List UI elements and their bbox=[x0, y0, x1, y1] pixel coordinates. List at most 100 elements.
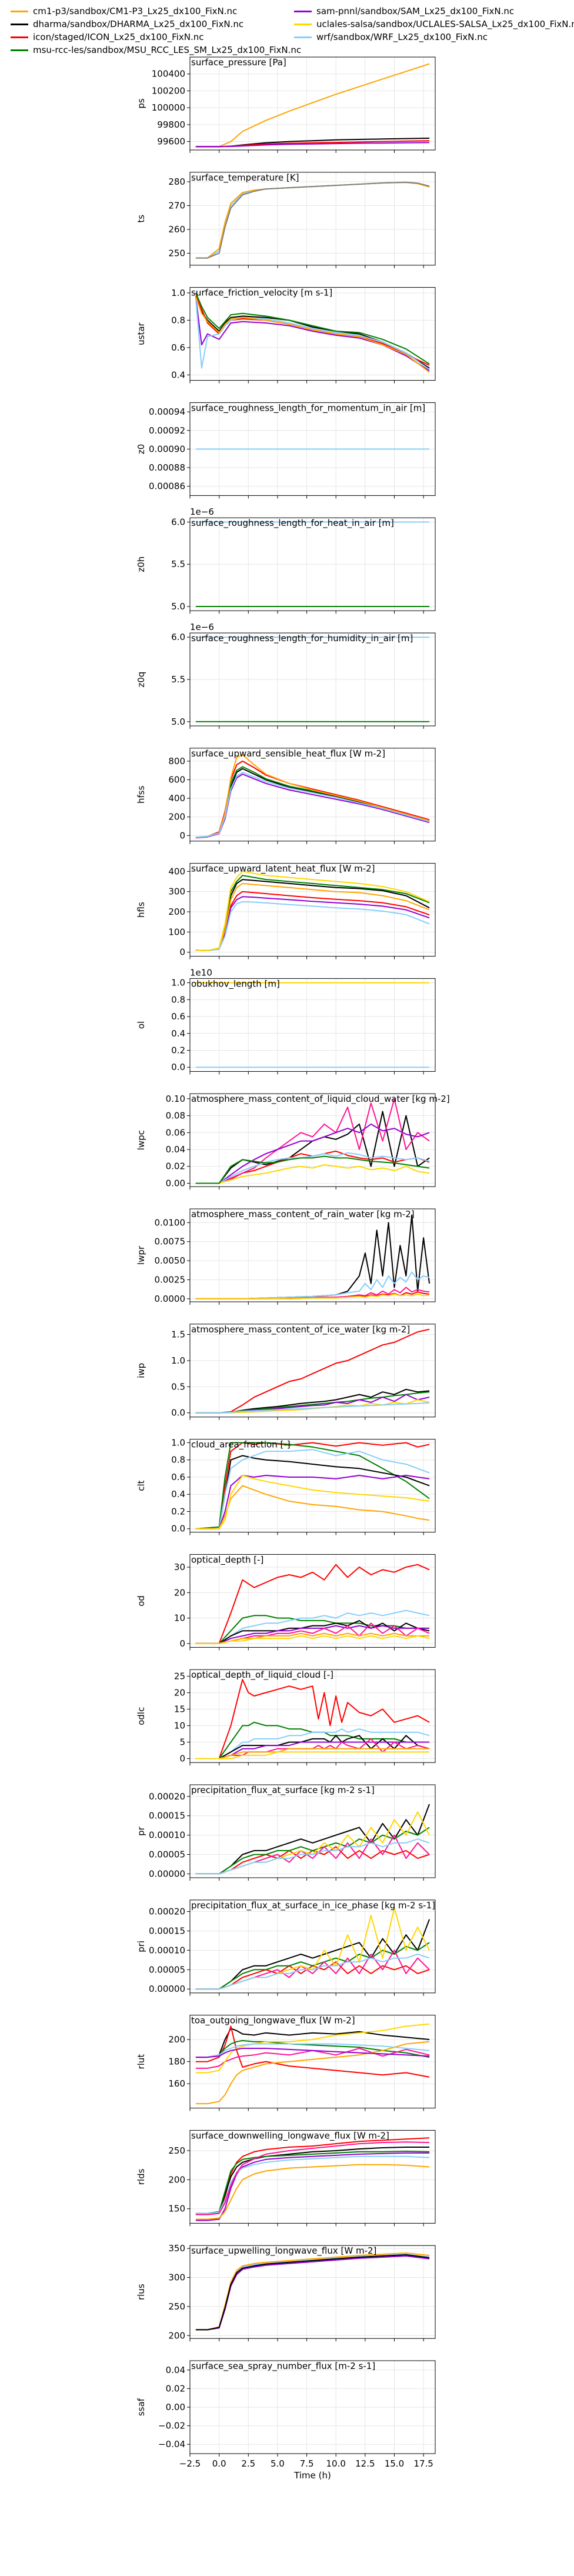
data-series-line bbox=[195, 1635, 430, 1644]
panel-title: atmosphere_mass_content_of_liquid_cloud_… bbox=[191, 1094, 450, 1105]
y-tick-label: 0 bbox=[179, 1638, 185, 1649]
y-tick-label: 250 bbox=[168, 248, 185, 259]
y-tick-label: 400 bbox=[168, 866, 185, 877]
y-tick-label: 200 bbox=[168, 2330, 185, 2341]
plot-frame bbox=[189, 1784, 436, 1878]
y-tick-label: 15 bbox=[174, 1704, 185, 1714]
legend-label: cm1-p3/sandbox/CM1-P3_Lx25_dx100_FixN.nc bbox=[33, 6, 238, 16]
y-tick-label: 0.4 bbox=[171, 1028, 185, 1039]
data-series-line bbox=[195, 1728, 430, 1759]
panel-title: surface_upwelling_longwave_flux [W m-2] bbox=[191, 2245, 376, 2257]
panel-title: precipitation_flux_at_surface [kg m-2 s-… bbox=[191, 1785, 375, 1796]
plot-frame bbox=[189, 2130, 436, 2224]
panel-title: surface_friction_velocity [m s-1] bbox=[191, 288, 332, 299]
data-series-line bbox=[195, 871, 430, 951]
axis-offset-label: 1e−6 bbox=[190, 506, 214, 517]
y-tick-label: 0.00086 bbox=[149, 481, 185, 492]
data-series-line bbox=[195, 2043, 430, 2058]
y-tick-label: 99600 bbox=[157, 136, 185, 147]
y-tick-label: 5 bbox=[179, 1737, 185, 1747]
data-series-line bbox=[195, 1615, 430, 1644]
y-tick-label: 800 bbox=[168, 756, 185, 767]
plot-frame bbox=[189, 978, 436, 1072]
x-tick-label: 5.0 bbox=[271, 2458, 285, 2469]
y-axis-label: hfss bbox=[136, 785, 146, 804]
y-tick-label: 0.6 bbox=[171, 1472, 185, 1482]
y-tick-label: 0.04 bbox=[166, 1144, 185, 1155]
y-axis-label: pr bbox=[136, 1826, 146, 1836]
y-tick-label: 0.00020 bbox=[149, 1791, 185, 1802]
y-tick-label: 0.00020 bbox=[149, 1907, 185, 1917]
data-series-line bbox=[195, 754, 430, 838]
y-tick-label: 0.8 bbox=[171, 315, 185, 325]
x-tick-label: −2.5 bbox=[179, 2458, 201, 2469]
legend-entry: uclales-salsa/sandbox/UCLALES-SALSA_Lx25… bbox=[294, 19, 574, 29]
panel-title: surface_roughness_length_for_momentum_in… bbox=[191, 402, 425, 414]
y-tick-label: 5.5 bbox=[171, 674, 185, 685]
data-series-line bbox=[195, 1735, 430, 1759]
data-series-line bbox=[195, 296, 430, 373]
y-tick-label: 0.0000 bbox=[155, 1294, 186, 1304]
panel-title: surface_roughness_length_for_humidity_in… bbox=[191, 633, 413, 644]
legend-swatch bbox=[294, 24, 312, 25]
x-tick-label: 15.0 bbox=[385, 2458, 404, 2469]
legend-swatch bbox=[11, 24, 28, 25]
y-tick-label: 0.8 bbox=[171, 1455, 185, 1465]
legend-label: icon/staged/ICON_Lx25_dx100_FixN.nc bbox=[33, 32, 204, 42]
y-axis-label: rlds bbox=[136, 2168, 146, 2185]
data-series-line bbox=[195, 1294, 430, 1299]
data-series-line bbox=[195, 1741, 430, 1759]
plot-frame bbox=[189, 2245, 436, 2339]
y-tick-label: 200 bbox=[168, 812, 185, 822]
y-tick-label: 0.0050 bbox=[155, 1255, 186, 1266]
y-tick-label: 5.0 bbox=[171, 601, 185, 612]
plot-frame bbox=[189, 1554, 436, 1648]
data-series-line bbox=[195, 1475, 430, 1529]
plot-frame bbox=[189, 1324, 436, 1418]
y-tick-label: 0.2 bbox=[171, 1045, 185, 1055]
y-tick-label: 99800 bbox=[157, 119, 185, 130]
y-tick-label: 0.00094 bbox=[149, 406, 185, 417]
y-tick-label: 1.0 bbox=[171, 1437, 185, 1448]
y-tick-label: 0.00 bbox=[166, 1178, 185, 1188]
y-tick-label: 0.00015 bbox=[149, 1925, 185, 1936]
y-tick-label: 0.0 bbox=[171, 1408, 185, 1418]
data-series-line bbox=[195, 63, 430, 148]
data-series-line bbox=[195, 2155, 430, 2214]
legend-label: wrf/sandbox/WRF_Lx25_dx100_FixN.nc bbox=[316, 32, 488, 42]
y-tick-label: 100 bbox=[168, 927, 185, 937]
y-tick-label: 0.00015 bbox=[149, 1811, 185, 1821]
y-tick-label: 0.08 bbox=[166, 1111, 185, 1121]
data-series-line bbox=[195, 1632, 430, 1644]
y-tick-label: 270 bbox=[168, 201, 185, 211]
data-series-line bbox=[195, 1619, 430, 1644]
y-tick-label: 0.00010 bbox=[149, 1830, 185, 1841]
plot-frame bbox=[189, 172, 436, 266]
y-axis-label: rlut bbox=[136, 2054, 146, 2070]
data-series-line bbox=[195, 1402, 430, 1414]
legend-label: msu-rcc-les/sandbox/MSU_RCC_LES_SM_Lx25_… bbox=[33, 45, 302, 55]
data-series-line bbox=[195, 771, 430, 838]
x-tick-label: 7.5 bbox=[300, 2458, 314, 2469]
panel-title: atmosphere_mass_content_of_ice_water [kg… bbox=[191, 1324, 410, 1335]
y-axis-label: ps bbox=[136, 98, 146, 109]
y-tick-label: 0.00088 bbox=[149, 462, 185, 473]
plot-frame bbox=[189, 748, 436, 842]
y-tick-label: −0.02 bbox=[158, 2421, 185, 2431]
y-axis-label: ssaf bbox=[136, 2398, 146, 2416]
data-series-line bbox=[195, 2254, 430, 2331]
y-axis-label: pri bbox=[136, 1941, 146, 1952]
legend-entry: icon/staged/ICON_Lx25_dx100_FixN.nc bbox=[11, 32, 203, 42]
y-tick-label: 160 bbox=[168, 2078, 185, 2089]
y-axis-label: ts bbox=[136, 215, 146, 223]
y-tick-label: 0.6 bbox=[171, 342, 185, 353]
y-tick-label: 280 bbox=[168, 176, 185, 187]
y-tick-label: 180 bbox=[168, 2057, 185, 2067]
y-axis-label: hfls bbox=[136, 902, 146, 918]
y-tick-label: 0 bbox=[179, 830, 185, 841]
plot-frame bbox=[189, 1439, 436, 1533]
y-tick-label: 1.0 bbox=[171, 1355, 185, 1366]
x-tick-label: 17.5 bbox=[413, 2458, 433, 2469]
y-tick-label: 0.6 bbox=[171, 1011, 185, 1022]
data-series-line bbox=[195, 2152, 430, 2221]
